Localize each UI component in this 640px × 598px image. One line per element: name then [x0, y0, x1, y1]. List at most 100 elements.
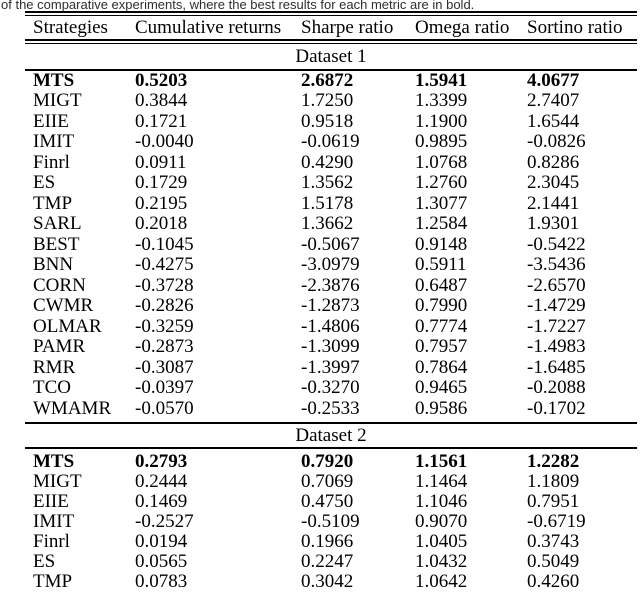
value-cell: 1.2282 [527, 451, 580, 472]
value-cell: -0.3270 [301, 377, 360, 398]
value-cell: 0.4750 [301, 491, 354, 512]
strategy-cell: MIGT [33, 471, 82, 492]
strategy-cell: OLMAR [33, 315, 102, 337]
table-row: ES 0.1729 1.3562 1.2760 2.3045 [25, 172, 637, 194]
table-row: EIIE 0.1469 0.4750 1.1046 0.7951 [25, 492, 637, 512]
value-cell: -0.2826 [135, 295, 194, 316]
dataset1-rows: MTS 0.5203 2.6872 1.5941 4.0677 MIGT 0.3844 1.7… [25, 69, 637, 420]
value-cell: 0.0783 [135, 571, 188, 592]
value-cell: 4.0677 [527, 69, 580, 91]
value-cell: -2.3876 [301, 274, 360, 296]
value-cell: 0.9586 [415, 397, 468, 419]
value-cell: -0.2873 [135, 336, 194, 357]
strategy-cell: IMIT [33, 131, 75, 152]
strategy-cell: TCO [33, 377, 71, 398]
value-cell: -0.0619 [301, 131, 360, 152]
value-cell: 1.5178 [301, 192, 354, 214]
value-cell: 0.9895 [415, 131, 468, 152]
table-row: Finrl 0.0194 0.1966 1.0405 0.3743 [25, 532, 637, 552]
strategy-cell: SARL [33, 213, 82, 234]
value-cell: -0.2527 [135, 511, 194, 532]
strategy-cell: ES [33, 172, 56, 193]
header-rule-thin [25, 42, 637, 44]
table-row: Finrl 0.0911 0.4290 1.0768 0.8286 [25, 151, 637, 174]
value-cell: 1.9301 [527, 213, 580, 234]
value-cell: 0.1966 [301, 531, 354, 552]
strategy-cell: RMR [33, 356, 76, 378]
value-cell: -1.4806 [301, 315, 360, 337]
value-cell: 2.1441 [527, 192, 580, 214]
value-cell: -0.2533 [301, 397, 360, 419]
value-cell: 0.4260 [527, 571, 580, 592]
value-cell: 0.8286 [527, 151, 580, 173]
table-caption: of the comparative experiments, where th… [1, 0, 474, 12]
value-cell: 0.9148 [415, 233, 468, 255]
caption-text: of the comparative experiments, where th… [1, 0, 475, 12]
strategy-cell: CORN [33, 274, 86, 296]
value-cell: 0.0565 [135, 551, 188, 572]
value-cell: 0.2444 [135, 471, 188, 492]
value-cell: 1.1046 [415, 491, 468, 512]
value-cell: 1.0432 [415, 551, 468, 572]
value-cell: 1.3077 [415, 192, 468, 214]
strategy-cell: MTS [33, 451, 75, 472]
table-row: OLMAR -0.3259 -1.4806 0.7774 -1.7227 [25, 315, 637, 338]
value-cell: 0.7990 [415, 295, 468, 316]
value-cell: -0.5067 [301, 233, 360, 255]
value-cell: 0.7920 [301, 451, 354, 472]
table-row: RMR -0.3087 -1.3997 0.7864 -1.6485 [25, 356, 637, 379]
strategy-cell: EIIE [33, 491, 69, 512]
value-cell: 0.7951 [527, 491, 580, 512]
table-row: IMIT -0.2527 -0.5109 0.9070 -0.6719 [25, 512, 637, 532]
value-cell: -0.3259 [135, 315, 194, 337]
value-cell: 1.0405 [415, 531, 468, 552]
table-row: IMIT -0.0040 -0.0619 0.9895 -0.0826 [25, 131, 637, 153]
header-rule-thick [25, 39, 637, 41]
value-cell: 2.7407 [527, 90, 580, 111]
table-row: MTS 0.2793 0.7920 1.1561 1.2282 [25, 452, 637, 472]
value-cell: -0.2088 [527, 377, 586, 398]
value-cell: 1.1809 [527, 471, 580, 492]
table-row: SARL 0.2018 1.3662 1.2584 1.9301 [25, 213, 637, 235]
strategy-cell: EIIE [33, 110, 69, 132]
value-cell: 1.2584 [415, 213, 468, 234]
table-row: TCO -0.0397 -0.3270 0.9465 -0.2088 [25, 377, 637, 399]
value-cell: 0.2793 [135, 451, 188, 472]
value-cell: -1.7227 [527, 315, 586, 337]
value-cell: 1.0768 [415, 151, 468, 173]
value-cell: -2.6570 [527, 274, 586, 296]
column-header-cumulative-returns: Cumulative returns [135, 16, 282, 38]
value-cell: -3.0979 [301, 254, 360, 275]
value-cell: -3.5436 [527, 254, 586, 275]
strategy-cell: MTS [33, 69, 75, 91]
value-cell: 0.4290 [301, 151, 354, 173]
table-row: WMAMR -0.0570 -0.2533 0.9586 -0.1702 [25, 397, 637, 420]
table-row: BNN -0.4275 -3.0979 0.5911 -3.5436 [25, 254, 637, 276]
value-cell: 0.0911 [135, 151, 187, 173]
table-row: MTS 0.5203 2.6872 1.5941 4.0677 [25, 69, 637, 92]
value-cell: -1.6485 [527, 356, 586, 378]
value-cell: 0.7957 [415, 336, 468, 357]
value-cell: 1.7250 [301, 90, 354, 111]
strategy-cell: BNN [33, 254, 74, 275]
value-cell: 0.5049 [527, 551, 580, 572]
strategy-cell: CWMR [33, 295, 94, 316]
strategy-cell: BEST [33, 233, 80, 255]
results-table: Strategies Cumulative returns Sharpe rat… [25, 11, 637, 592]
table-row: PAMR -0.2873 -1.3099 0.7957 -1.4983 [25, 336, 637, 358]
top-rule-thick [25, 11, 637, 13]
value-cell: -0.5109 [301, 511, 360, 532]
value-cell: 0.5203 [135, 69, 188, 91]
value-cell: 1.1561 [415, 451, 468, 472]
table-row: MIGT 0.3844 1.7250 1.3399 2.7407 [25, 90, 637, 112]
value-cell: -0.1045 [135, 233, 194, 255]
value-cell: 2.3045 [527, 172, 580, 193]
strategy-cell: IMIT [33, 511, 75, 532]
value-cell: -0.0826 [527, 131, 586, 152]
value-cell: 0.9465 [415, 377, 468, 398]
dataset2-rows: MTS 0.2793 0.7920 1.1561 1.2282 MIGT 0.2444 0.7… [25, 452, 637, 592]
column-header-sharpe-ratio: Sharpe ratio [301, 16, 394, 38]
value-cell: 0.0194 [135, 531, 188, 552]
value-cell: 0.6487 [415, 274, 468, 296]
